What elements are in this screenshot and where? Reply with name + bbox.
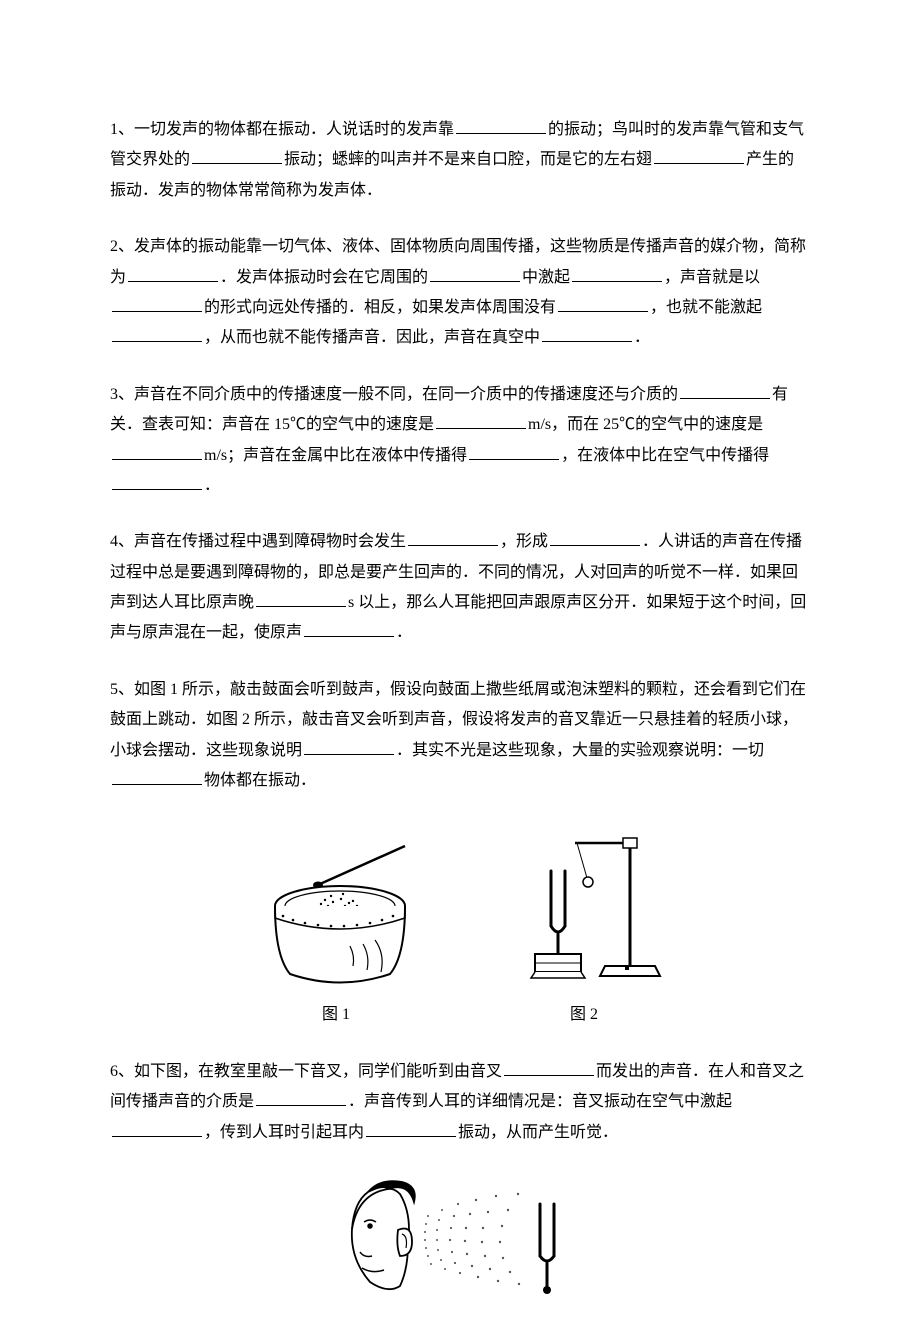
- q6-part-0: 6、如下图，在教室里敲一下音叉，同学们能听到由音叉: [110, 1063, 502, 1080]
- q2-part-5: ，也就不能激起: [650, 299, 762, 316]
- blank: [572, 264, 662, 282]
- blank: [504, 1058, 594, 1076]
- q2-part-7: ．: [634, 329, 650, 346]
- q1-part-0: 1、一切发声的物体都在振动．人说话时的发声靠: [110, 121, 454, 138]
- q3-part-0: 3、声音在不同介质中的传播速度一般不同，在同一介质中的传播速度还与介质的: [110, 386, 678, 403]
- question-6: 6、如下图，在教室里敲一下音叉，同学们能听到由音叉而发出的声音．在人和音叉之间传…: [110, 1057, 810, 1148]
- blank: [430, 264, 520, 282]
- q2-part-3: ，声音就是以: [664, 269, 760, 286]
- blank: [112, 442, 202, 460]
- blank: [436, 412, 526, 430]
- question-4: 4、声音在传播过程中遇到障碍物时会发生，形成．人讲话的声音在传播过程中总是要遇到…: [110, 527, 810, 649]
- q4-part-4: ．: [396, 624, 412, 641]
- q5-part-2: 物体都在振动．: [204, 772, 316, 789]
- blank: [550, 529, 640, 547]
- q4-part-0: 4、声音在传播过程中遇到障碍物时会发生: [110, 533, 406, 550]
- blank: [304, 737, 394, 755]
- ear-sound-icon: [340, 1174, 580, 1304]
- question-1: 1、一切发声的物体都在振动．人说话时的发声靠的振动；鸟叫时的发声靠气管和支气管交…: [110, 115, 810, 206]
- figure-1-drum: [255, 836, 425, 986]
- blank: [112, 294, 202, 312]
- q2-part-4: 的形式向远处传播的．相反，如果发声体周围没有: [204, 299, 556, 316]
- blank: [366, 1119, 456, 1137]
- blank: [112, 1119, 202, 1137]
- q3-part-4: ，在液体中比在空气中传播得: [561, 447, 769, 464]
- q4-part-1: ，形成: [500, 533, 548, 550]
- drum-icon: [255, 836, 425, 986]
- blank: [192, 147, 282, 165]
- q3-part-2: m/s，而在 25℃的空气中的速度是: [528, 416, 763, 433]
- blank: [558, 294, 648, 312]
- figure-ear-fork: [110, 1174, 810, 1304]
- q1-part-2: 振动；蟋蟀的叫声并不是来自口腔，而是它的左右翅: [284, 151, 652, 168]
- figure-labels: 图 1 图 2: [110, 1000, 810, 1030]
- blank: [542, 325, 632, 343]
- blank: [456, 116, 546, 134]
- blank: [112, 325, 202, 343]
- figures-row: [110, 826, 810, 986]
- question-3: 3、声音在不同介质中的传播速度一般不同，在同一介质中的传播速度还与介质的有关．查…: [110, 380, 810, 502]
- blank: [128, 264, 218, 282]
- blank: [680, 381, 770, 399]
- blank: [408, 529, 498, 547]
- q5-part-1: ．其实不光是这些现象，大量的实验观察说明：一切: [396, 742, 764, 759]
- q6-part-4: 振动，从而产生听觉．: [458, 1124, 618, 1141]
- tuning-fork-icon: [495, 826, 665, 986]
- q2-part-1: ．发声体振动时会在它周围的: [220, 269, 428, 286]
- blank: [304, 620, 394, 638]
- q6-part-2: ．声音传到人耳的详细情况是：音叉振动在空气中激起: [348, 1093, 732, 1110]
- blank: [256, 1089, 346, 1107]
- question-2: 2、发声体的振动能靠一切气体、液体、固体物质向周围传播，这些物质是传播声音的媒介…: [110, 232, 810, 354]
- q3-part-3: m/s；声音在金属中比在液体中传播得: [204, 447, 467, 464]
- blank: [112, 767, 202, 785]
- figure-2-tuning-fork: [495, 826, 665, 986]
- blank: [469, 442, 559, 460]
- blank: [256, 589, 346, 607]
- blank: [654, 147, 744, 165]
- question-5: 5、如图 1 所示，敲击鼓面会听到鼓声，假设向鼓面上撒些纸屑或泡沫塑料的颗粒，还…: [110, 675, 810, 797]
- blank: [112, 472, 202, 490]
- q2-part-6: ，从而也就不能传播声音．因此，声音在真空中: [204, 329, 540, 346]
- q2-part-2: 中激起: [522, 269, 570, 286]
- figure-2-label: 图 2: [570, 1000, 598, 1030]
- q3-part-5: ．: [204, 477, 220, 494]
- q6-part-3: ，传到人耳时引起耳内: [204, 1124, 364, 1141]
- figure-1-label: 图 1: [322, 1000, 350, 1030]
